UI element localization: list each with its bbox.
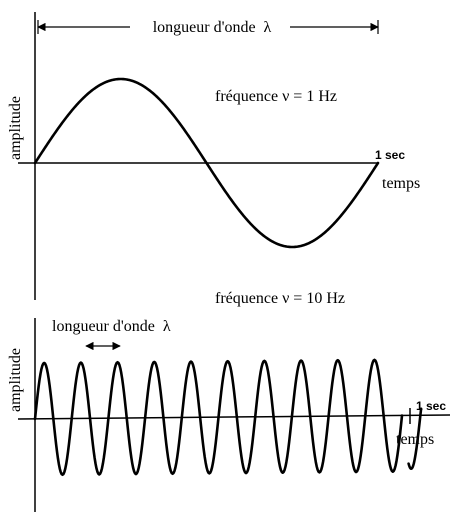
bottom-y-axis-label: amplitude (7, 348, 24, 412)
bottom-x-axis-label: temps (396, 431, 434, 448)
bottom-sine-wave-tail (407, 407, 423, 470)
bottom-wavelength-label: longueur d'onde λ (52, 318, 171, 335)
top-wavelength-label: longueur d'onde λ (153, 19, 272, 36)
top-panel: longueur d'onde λ amplitude fréquence ν … (7, 12, 420, 300)
top-sine-wave (33, 77, 380, 249)
top-y-axis-label: amplitude (7, 96, 24, 160)
bottom-sine-wave (33, 358, 404, 477)
bottom-time-marker-label: 1 sec (416, 399, 446, 413)
top-frequency-label: fréquence ν = 1 Hz (215, 88, 337, 105)
top-time-marker-label: 1 sec (375, 148, 405, 162)
top-x-axis-label: temps (382, 175, 420, 192)
bottom-frequency-label: fréquence ν = 10 Hz (215, 290, 345, 307)
bottom-panel: fréquence ν = 10 Hz longueur d'onde λ am… (7, 290, 451, 512)
